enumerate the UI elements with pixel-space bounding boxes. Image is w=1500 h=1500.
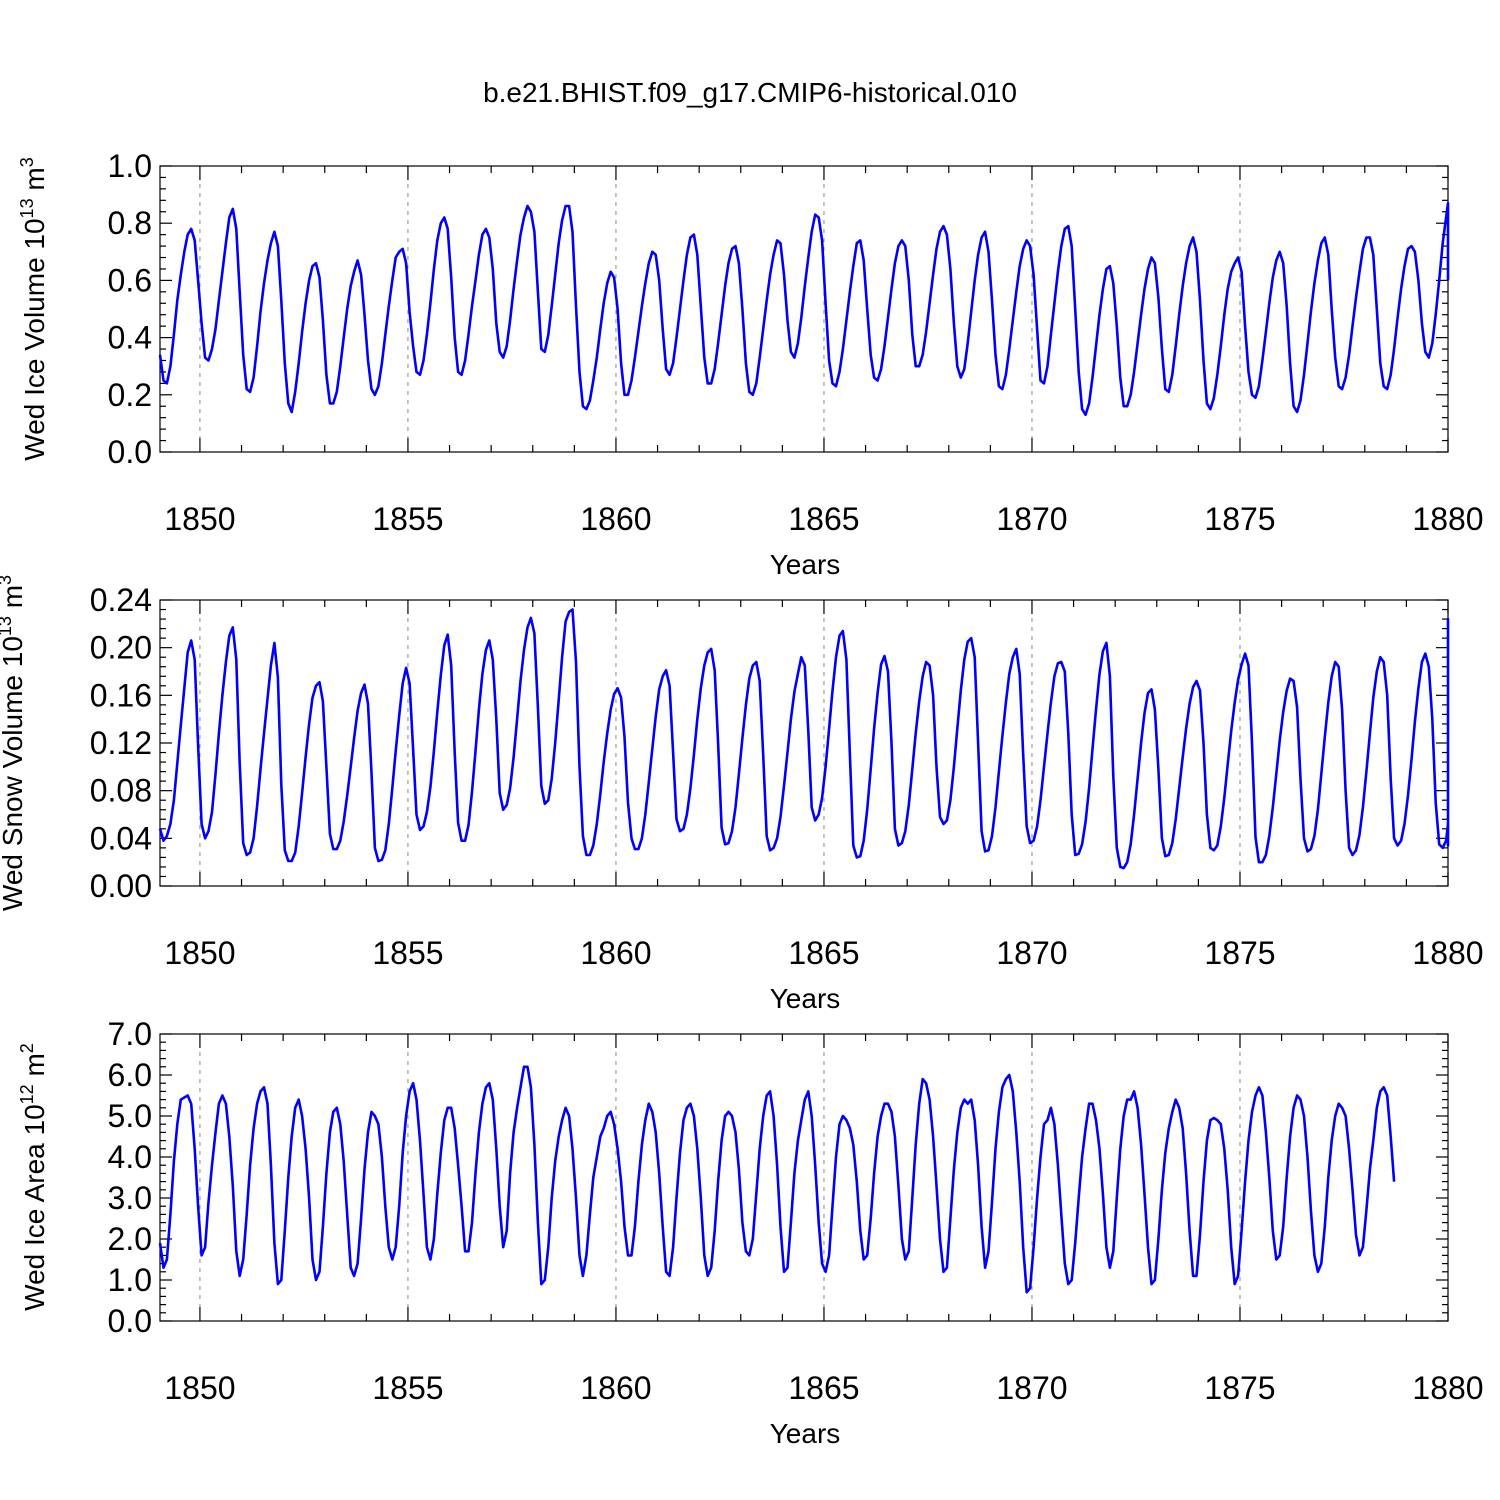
x-tick-label: 1865 bbox=[788, 1370, 859, 1406]
y-axis-title: Wed Ice Volume 1013 m3 bbox=[17, 157, 50, 460]
figure-title: b.e21.BHIST.f09_g17.CMIP6-historical.010 bbox=[483, 77, 1017, 108]
x-tick-label: 1865 bbox=[788, 935, 859, 971]
panel-ice-volume: Years Wed Ice Volume 1013 m3 0.0 0.2 0.4 0.… bbox=[17, 148, 1484, 580]
y-tick-label: 0.08 bbox=[90, 773, 152, 809]
x-tick-label: 1870 bbox=[996, 1370, 1067, 1406]
plot-frame bbox=[159, 1033, 1449, 1322]
x-tick-label: 1875 bbox=[1204, 1370, 1275, 1406]
y-tick-label: 0.12 bbox=[90, 725, 152, 761]
y-tick-label: 1.0 bbox=[108, 148, 152, 184]
x-tick-label: 1870 bbox=[996, 935, 1067, 971]
x-tick-label: 1860 bbox=[580, 1370, 651, 1406]
x-tick-label: 1875 bbox=[1204, 501, 1275, 537]
x-tick-label: 1880 bbox=[1412, 501, 1483, 537]
y-tick-label: 4.0 bbox=[108, 1139, 152, 1175]
y-tick-label: 5.0 bbox=[108, 1098, 152, 1134]
x-axis-title: Years bbox=[770, 983, 841, 1014]
x-tick-label: 1880 bbox=[1412, 935, 1483, 971]
series-line bbox=[158, 1065, 1396, 1294]
x-tick-label: 1865 bbox=[788, 501, 859, 537]
x-tick-label: 1855 bbox=[372, 1370, 443, 1406]
x-tick-label: 1860 bbox=[580, 501, 651, 537]
panel-ice-area: Years Wed Ice Area 1012 m2 0.0 1.0 2.0 3.0 4… bbox=[17, 1016, 1484, 1449]
x-tick-label: 1855 bbox=[372, 935, 443, 971]
panel-snow-volume: Years Wed Snow Volume 1013 m3 0.00 0.04 0.… bbox=[0, 575, 1484, 1014]
y-tick-label: 0.4 bbox=[108, 320, 152, 356]
y-tick-label: 0.6 bbox=[108, 262, 152, 298]
x-tick-label: 1875 bbox=[1204, 935, 1275, 971]
x-tick-label: 1880 bbox=[1412, 1370, 1483, 1406]
y-tick-label: 0.24 bbox=[90, 582, 152, 618]
x-tick-label: 1850 bbox=[164, 1370, 235, 1406]
y-tick-label: 1.0 bbox=[108, 1262, 152, 1298]
x-tick-label: 1870 bbox=[996, 501, 1067, 537]
y-tick-label: 0.8 bbox=[108, 205, 152, 241]
x-tick-label: 1850 bbox=[164, 501, 235, 537]
series-line bbox=[158, 608, 1450, 870]
y-tick-label: 3.0 bbox=[108, 1180, 152, 1216]
x-axis-title: Years bbox=[770, 549, 841, 580]
y-axis-title: Wed Snow Volume 1013 m3 bbox=[0, 575, 28, 911]
y-tick-label: 0.00 bbox=[90, 868, 152, 904]
x-tick-label: 1850 bbox=[164, 935, 235, 971]
y-tick-label: 0.0 bbox=[108, 434, 152, 470]
y-axis-title: Wed Ice Area 1012 m2 bbox=[17, 1043, 50, 1311]
y-tick-label: 0.0 bbox=[108, 1303, 152, 1339]
x-tick-label: 1860 bbox=[580, 935, 651, 971]
y-tick-label: 0.2 bbox=[108, 377, 152, 413]
y-tick-label: 0.20 bbox=[90, 630, 152, 666]
y-tick-label: 2.0 bbox=[108, 1221, 152, 1257]
x-tick-label: 1855 bbox=[372, 501, 443, 537]
y-tick-label: 7.0 bbox=[108, 1016, 152, 1052]
y-tick-label: 0.04 bbox=[90, 820, 152, 856]
x-axis-title: Years bbox=[770, 1418, 841, 1449]
y-tick-label: 6.0 bbox=[108, 1057, 152, 1093]
y-tick-label: 0.16 bbox=[90, 677, 152, 713]
series-line bbox=[158, 201, 1450, 417]
plot-frame bbox=[159, 165, 1449, 453]
